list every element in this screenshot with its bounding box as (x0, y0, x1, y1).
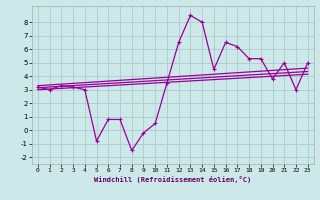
X-axis label: Windchill (Refroidissement éolien,°C): Windchill (Refroidissement éolien,°C) (94, 176, 252, 183)
